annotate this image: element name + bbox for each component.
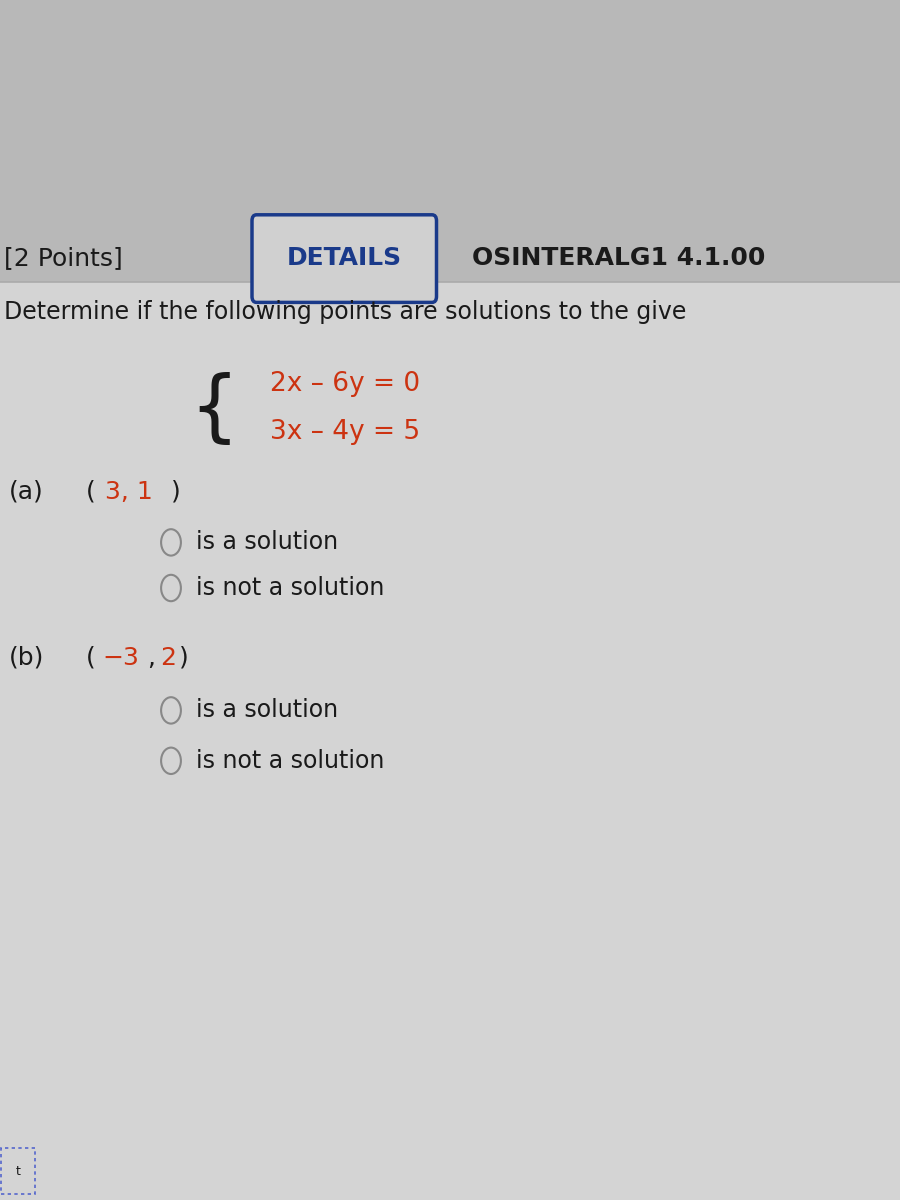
Text: (b): (b): [9, 646, 44, 670]
Text: Determine if the following points are solutions to the give: Determine if the following points are so…: [4, 300, 687, 324]
Text: OSINTERALG1 4.1.00: OSINTERALG1 4.1.00: [472, 246, 766, 270]
Text: [2 Points]: [2 Points]: [4, 246, 123, 270]
Text: {: {: [189, 372, 239, 449]
Text: ,: ,: [147, 646, 155, 670]
Text: is not a solution: is not a solution: [196, 749, 384, 773]
Text: 2x – 6y = 0: 2x – 6y = 0: [270, 371, 420, 397]
Text: (a): (a): [9, 480, 44, 504]
Text: is a solution: is a solution: [196, 530, 338, 554]
FancyBboxPatch shape: [252, 215, 436, 302]
Text: ): ): [179, 646, 189, 670]
Text: −3: −3: [103, 646, 140, 670]
Text: 3x – 4y = 5: 3x – 4y = 5: [270, 419, 420, 445]
Text: is a solution: is a solution: [196, 698, 338, 722]
Text: 2: 2: [160, 646, 176, 670]
Text: ): ): [171, 480, 181, 504]
Text: (: (: [86, 480, 95, 504]
Text: t: t: [15, 1165, 21, 1177]
Text: (: (: [86, 646, 95, 670]
Bar: [0, 0, 900, 282]
Text: DETAILS: DETAILS: [287, 246, 401, 270]
Bar: [0, 282, 900, 1200]
Text: is not a solution: is not a solution: [196, 576, 384, 600]
Text: 3, 1: 3, 1: [105, 480, 153, 504]
